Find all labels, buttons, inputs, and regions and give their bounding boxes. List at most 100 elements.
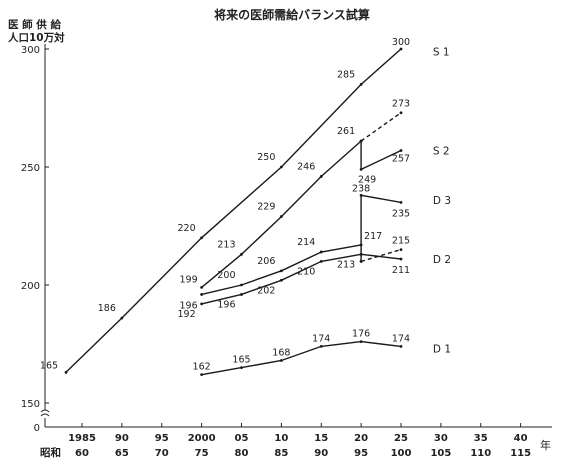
data-point xyxy=(399,201,403,204)
x-tick-label-year: 95 xyxy=(155,433,169,444)
x-tick-label-showa: 105 xyxy=(430,448,451,459)
data-point xyxy=(359,193,363,197)
data-point xyxy=(319,260,323,263)
y-axis-label-line1: 医 師 供 給 xyxy=(8,18,61,31)
data-point xyxy=(240,283,243,287)
data-point xyxy=(279,165,283,169)
chart-title: 将来の医師需給バランス試算 xyxy=(214,7,370,22)
x-tick-label-showa: 85 xyxy=(274,448,288,459)
series-line xyxy=(360,112,402,142)
data-point xyxy=(359,83,363,86)
data-label: 213 xyxy=(337,259,355,270)
data-point xyxy=(120,316,124,320)
ticks: 0 150 200 250 300 1985 60 90 65 95 70 2000 75 05 80 10 8… xyxy=(21,45,531,459)
data-label: 235 xyxy=(392,208,410,219)
data-point xyxy=(399,257,403,261)
y-tick-label: 250 xyxy=(21,163,40,174)
data-label: 196 xyxy=(217,299,235,310)
x-tick-label-year: 40 xyxy=(514,433,528,444)
data-label: 186 xyxy=(98,303,116,314)
x-tick-label-showa: 70 xyxy=(155,448,169,459)
data-point xyxy=(399,47,403,51)
data-label: 229 xyxy=(257,202,275,213)
series-tag: D 2 xyxy=(433,254,451,266)
data-point xyxy=(240,252,243,256)
data-point xyxy=(399,344,403,348)
series-lines xyxy=(64,47,403,377)
x-tick-label-year: 90 xyxy=(115,433,129,444)
x-tick-label-showa: 60 xyxy=(75,448,89,459)
data-point xyxy=(359,260,363,263)
data-point xyxy=(359,340,363,344)
x-tick-label-showa: 115 xyxy=(510,448,531,459)
era-label: 昭和 xyxy=(40,446,61,459)
data-label: 202 xyxy=(257,285,275,296)
data-label: 165 xyxy=(40,360,58,371)
data-label: 261 xyxy=(337,126,355,137)
data-label: 162 xyxy=(193,362,211,373)
x-tick-label-year: 15 xyxy=(314,433,328,444)
x-tick-label-showa: 75 xyxy=(195,448,209,459)
data-label: 213 xyxy=(217,239,235,250)
series-line xyxy=(201,253,402,305)
data-label: 300 xyxy=(392,37,410,48)
data-point xyxy=(240,293,243,296)
data-label: 211 xyxy=(392,265,410,276)
data-point xyxy=(279,359,283,362)
x-tick-label-year: 30 xyxy=(434,433,448,444)
axis-break-mark xyxy=(40,409,50,417)
x-tick-label-year: 35 xyxy=(474,433,488,444)
data-label: 220 xyxy=(177,223,195,234)
data-label: 192 xyxy=(177,309,195,320)
data-point xyxy=(319,344,323,348)
x-unit-label: 年 xyxy=(540,438,551,452)
data-point xyxy=(200,285,204,289)
data-label: 238 xyxy=(352,183,370,194)
x-tick-label-showa: 100 xyxy=(391,448,412,459)
data-point xyxy=(359,243,363,247)
data-point xyxy=(279,269,283,273)
y-tick-label: 150 xyxy=(21,399,40,410)
axes xyxy=(40,44,552,428)
data-label: 174 xyxy=(312,333,330,344)
x-tick-label-year: 1985 xyxy=(68,433,96,444)
x-tick-label-showa: 80 xyxy=(235,448,249,459)
data-point xyxy=(200,236,204,240)
data-label: 273 xyxy=(392,99,410,110)
data-point xyxy=(200,302,204,306)
data-point xyxy=(279,215,283,218)
series-line xyxy=(65,48,402,373)
data-point xyxy=(279,278,283,282)
data-point xyxy=(359,167,363,171)
series-tag: S 1 xyxy=(433,46,450,58)
data-point xyxy=(64,370,68,374)
x-tick-label-showa: 65 xyxy=(115,448,129,459)
x-tick-label-year: 2000 xyxy=(188,433,216,444)
data-label: 196 xyxy=(179,300,197,311)
data-label: 210 xyxy=(297,266,315,277)
series-tags: S 1 S 2 D 3 D 2 D 1 xyxy=(433,46,451,355)
data-label: 249 xyxy=(358,174,376,185)
x-tick-label-showa: 110 xyxy=(470,448,491,459)
data-label: 215 xyxy=(392,236,410,247)
data-label: 199 xyxy=(179,274,197,285)
data-label: 246 xyxy=(297,161,315,172)
data-label: 250 xyxy=(257,152,275,163)
x-tick-label-year: 10 xyxy=(274,433,288,444)
data-label: 174 xyxy=(392,333,410,344)
series-tag: D 1 xyxy=(433,344,451,356)
series-tag: D 3 xyxy=(433,195,451,207)
data-point xyxy=(399,149,403,152)
y-tick-label: 0 xyxy=(34,423,40,434)
data-point xyxy=(200,373,204,377)
data-point xyxy=(240,366,243,369)
data-label: 168 xyxy=(272,348,290,359)
data-label: 165 xyxy=(232,355,250,366)
x-tick-label-year: 25 xyxy=(394,433,408,444)
data-label: 217 xyxy=(364,231,382,242)
data-label: 257 xyxy=(392,153,410,164)
data-point xyxy=(399,248,403,252)
data-label: 285 xyxy=(337,69,355,80)
x-tick-label-year: 05 xyxy=(235,433,249,444)
